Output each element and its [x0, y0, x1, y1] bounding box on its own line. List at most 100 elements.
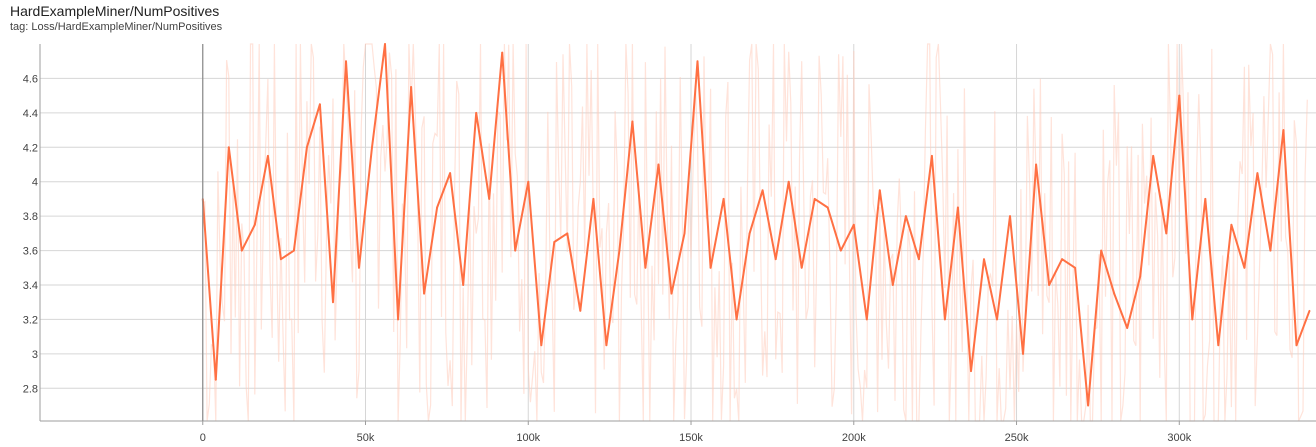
y-tick-label: 4.6: [23, 73, 38, 85]
data-point: [683, 232, 686, 235]
data-point: [983, 258, 985, 261]
data-point: [1308, 309, 1311, 312]
data-point: [891, 284, 894, 286]
data-point: [240, 249, 243, 252]
data-point: [852, 223, 855, 226]
data-point: [1139, 275, 1142, 278]
data-point: [592, 198, 595, 200]
data-point: [1269, 249, 1272, 252]
data-point: [1048, 284, 1050, 286]
data-point: [345, 60, 347, 63]
y-tick-label: 3.8: [23, 211, 38, 223]
y-tick-label: 2.8: [23, 383, 38, 395]
data-point: [696, 60, 699, 63]
data-point: [1087, 404, 1090, 407]
data-point: [566, 232, 569, 235]
data-point: [423, 292, 426, 295]
x-tick-label: 150k: [679, 432, 703, 444]
data-point: [930, 154, 933, 157]
data-point: [618, 249, 621, 252]
data-point: [917, 258, 920, 261]
data-point: [384, 43, 386, 45]
data-point: [722, 198, 725, 200]
data-point: [436, 206, 439, 209]
y-tick-label: 4: [32, 177, 38, 189]
data-point: [514, 249, 517, 252]
data-point: [1243, 266, 1246, 269]
data-point: [397, 318, 399, 321]
data-point: [1256, 172, 1259, 175]
data-point: [358, 266, 360, 269]
data-point: [449, 172, 452, 175]
data-point: [475, 111, 478, 114]
data-point: [813, 198, 816, 200]
y-tick-label: 4.4: [23, 108, 38, 120]
x-tick-label: 200k: [842, 432, 866, 444]
data-point: [1191, 318, 1194, 321]
data-point: [332, 301, 334, 304]
data-point: [1035, 163, 1037, 166]
y-tick-label: 3.6: [23, 246, 38, 258]
data-point: [878, 189, 881, 192]
data-point: [292, 249, 295, 252]
y-tick-label: 4.2: [23, 142, 38, 154]
x-tick-label: 50k: [357, 432, 375, 444]
y-tick-label: 3.2: [23, 314, 38, 326]
data-point: [944, 318, 946, 321]
data-point: [865, 318, 868, 321]
data-point: [540, 344, 543, 347]
data-point: [501, 51, 504, 54]
data-point: [957, 206, 959, 209]
data-point: [527, 180, 530, 183]
data-point: [279, 258, 282, 261]
data-point: [306, 146, 308, 149]
raw-series-line: [202, 43, 1308, 422]
data-point: [1178, 94, 1181, 97]
data-point: [319, 103, 321, 106]
data-point: [1295, 344, 1298, 347]
data-point: [826, 206, 829, 209]
raw-series: [202, 43, 1308, 422]
chart-title: HardExampleMiner/NumPositives: [10, 3, 220, 19]
data-point: [1204, 198, 1207, 200]
data-point: [761, 189, 764, 192]
data-point: [631, 120, 634, 123]
data-point: [1009, 215, 1011, 218]
data-point: [904, 215, 907, 218]
data-point: [266, 154, 269, 157]
data-point: [1113, 292, 1116, 295]
data-point: [1022, 352, 1024, 355]
data-point: [579, 309, 582, 312]
data-point: [839, 249, 842, 252]
data-point: [644, 266, 647, 269]
y-tick-label: 3: [32, 349, 38, 361]
data-point: [970, 370, 972, 372]
data-point: [800, 266, 803, 269]
data-point: [735, 318, 738, 321]
data-point: [1074, 266, 1077, 269]
data-point: [488, 198, 491, 200]
data-point: [1282, 129, 1285, 131]
data-point: [214, 378, 217, 381]
data-point: [1230, 223, 1233, 226]
chart-tag: tag: Loss/HardExampleMiner/NumPositives: [10, 21, 223, 33]
data-point: [1061, 258, 1064, 261]
smoothed-series-line: [201, 43, 1311, 407]
data-point: [1100, 249, 1103, 252]
data-point: [996, 318, 998, 321]
x-tick-label: 250k: [1005, 432, 1029, 444]
x-tick-label: 100k: [516, 432, 540, 444]
data-point: [709, 266, 712, 269]
data-point: [462, 284, 465, 286]
axes: 2.8 3 3.2 3.4 3.6 3.8 4 4.2 4.4 4.6 0 50k 100k 150k 20…: [23, 44, 1316, 444]
data-point: [371, 146, 373, 149]
data-point: [553, 241, 556, 243]
data-point: [774, 258, 777, 261]
data-point: [657, 163, 660, 166]
data-point: [1152, 154, 1155, 157]
y-tick-label: 3.4: [23, 280, 38, 292]
x-tick-label: 0: [200, 432, 206, 444]
data-point: [787, 180, 790, 183]
data-point: [605, 344, 608, 347]
